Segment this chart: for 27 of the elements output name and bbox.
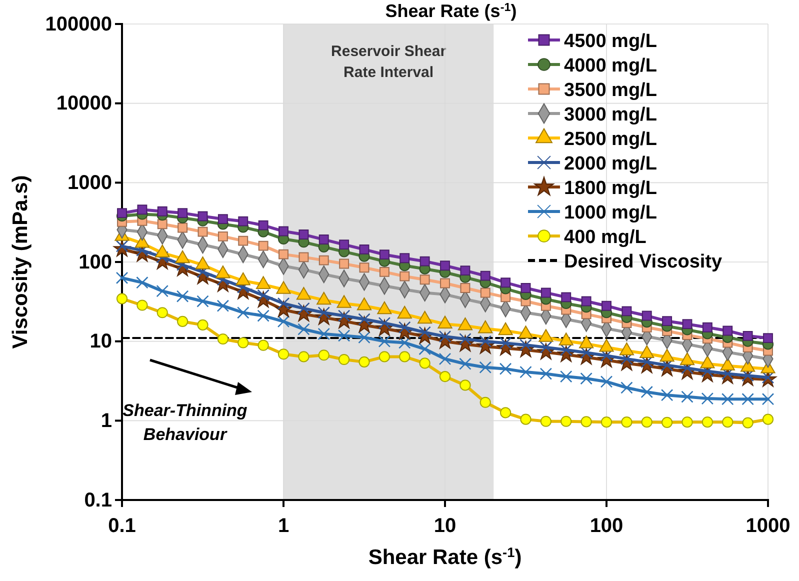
y-axis-title: Viscosity (mPa.s): [9, 175, 32, 349]
chart-title: Shear Rate (s$^{-1}$): [385, 0, 517, 21]
legend-label: 4000 mg/L: [564, 56, 658, 76]
x-tick-label: 10: [434, 515, 456, 537]
x-tick-label: 1000: [746, 515, 790, 537]
legend-label: 1000 mg/L: [564, 202, 658, 224]
legend-label: 400 mg/L: [564, 227, 647, 248]
legend-label: 4500 mg/L: [564, 31, 658, 52]
x-tick-label: 0.1: [108, 515, 136, 537]
y-tick-label: 10000: [56, 92, 112, 115]
legend-label: 1800 mg/L: [564, 178, 658, 199]
x-tick-label: 1: [278, 515, 290, 537]
annotation: Shear-Thinning Behaviour: [122, 401, 248, 444]
y-tick-label: 0.1: [84, 489, 112, 512]
legend-label: Desired Viscosity: [564, 252, 722, 272]
y-tick-label: 100: [78, 251, 112, 274]
y-tick-label: 10: [90, 330, 112, 353]
legend-label: 3000 mg/L: [564, 104, 658, 126]
y-tick-label: 1: [100, 410, 112, 432]
y-tick-label: 100000: [45, 13, 112, 36]
band-label: Reservoir Shear Rate Interval: [331, 43, 446, 81]
y-tick-label: 1000: [68, 172, 112, 194]
legend-label: 2000 mg/L: [564, 154, 658, 174]
x-tick-label: 100: [590, 515, 624, 537]
x-axis-title: Shear Rate (s$^{-1}$): [368, 544, 522, 569]
legend-label: 3500 mg/L: [564, 80, 658, 101]
legend-label: 2500 mg/L: [564, 129, 658, 150]
